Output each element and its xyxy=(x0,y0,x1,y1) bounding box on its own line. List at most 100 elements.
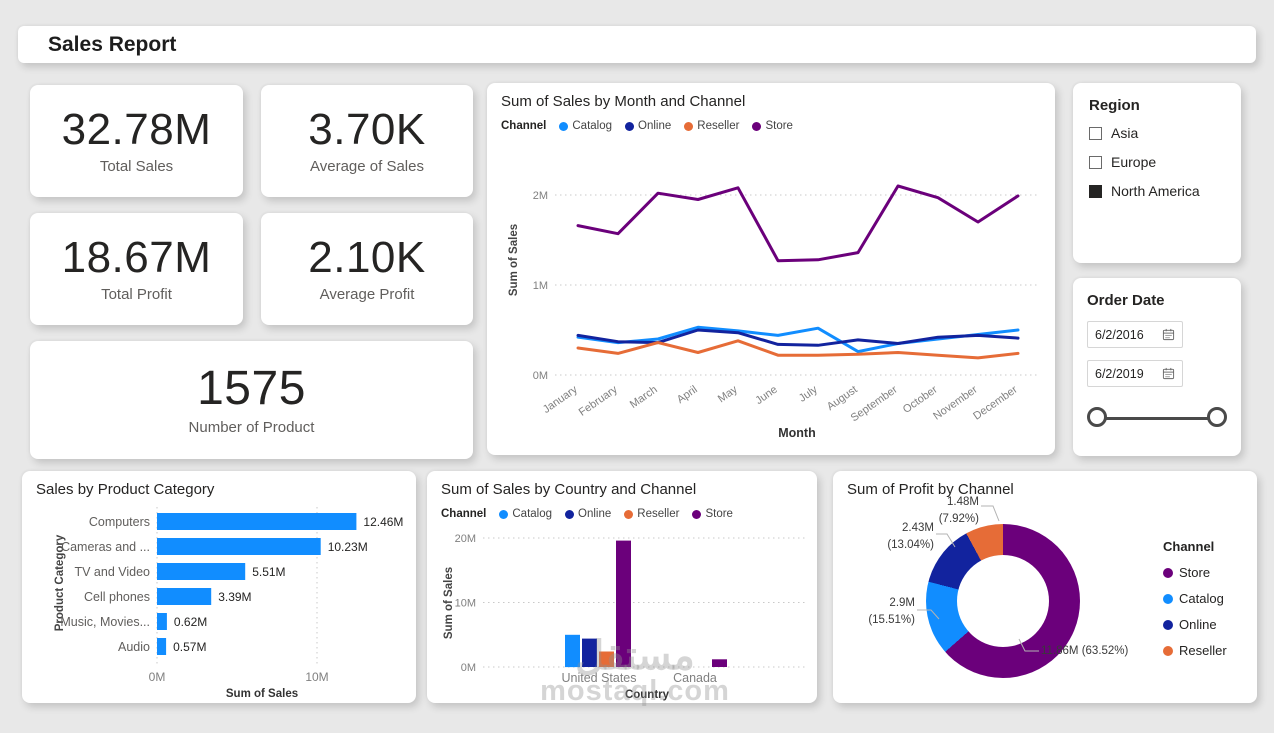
region-option-label: North America xyxy=(1111,183,1200,199)
line-series-store[interactable] xyxy=(576,184,1020,263)
legend-item-catalog[interactable]: Catalog xyxy=(559,120,612,132)
legend-title: Channel xyxy=(441,508,487,520)
kpi-average-profit: 2.10K Average Profit xyxy=(261,213,473,325)
legend-dot xyxy=(684,121,694,131)
bar-cameras-and-[interactable] xyxy=(157,538,321,555)
kpi-average-sales: 3.70K Average of Sales xyxy=(261,85,473,197)
bar-value-label: 10.23M xyxy=(328,540,368,554)
region-slicer-card: Region Asia Europe North America xyxy=(1073,83,1241,263)
region-option-label: Europe xyxy=(1111,154,1157,170)
donut-label-catalog: 2.9M (15.51%) xyxy=(868,597,915,627)
x-tick: April xyxy=(675,384,700,406)
bar-music-movies-[interactable] xyxy=(157,613,167,630)
y-tick: 0M xyxy=(533,370,548,382)
legend-dot xyxy=(752,121,762,131)
legend-item-reseller[interactable]: Reseller xyxy=(684,120,739,132)
legend-item-reseller[interactable]: Reseller xyxy=(1163,643,1227,658)
x-tick: June xyxy=(753,384,779,408)
legend-item-online[interactable]: Online xyxy=(1163,617,1227,632)
region-option-asia[interactable]: Asia xyxy=(1089,125,1225,141)
category-label: Audio xyxy=(118,640,150,654)
x-tick: 0M xyxy=(149,670,166,684)
calendar-icon[interactable] xyxy=(1162,328,1175,341)
chart-title: Sales by Product Category xyxy=(36,481,215,498)
kpi-value: 2.10K xyxy=(308,232,426,282)
start-date-input[interactable]: 6/2/2016 xyxy=(1087,321,1183,348)
end-date-input[interactable]: 6/2/2019 xyxy=(1087,360,1183,387)
bar-chart-plot: 0M 10M Computers 12.46M Cameras and ... 10.23… xyxy=(60,507,403,700)
bar-value-label: 5.51M xyxy=(252,565,285,579)
y-tick: 10M xyxy=(455,598,476,610)
calendar-icon[interactable] xyxy=(1162,367,1175,380)
order-date-slicer-card: Order Date 6/2/2016 6/2/2019 xyxy=(1073,278,1241,456)
legend-item-reseller[interactable]: Reseller xyxy=(624,508,679,520)
y-tick: 0M xyxy=(461,662,476,674)
region-option-north-america[interactable]: North America xyxy=(1089,183,1225,199)
bar-value-label: 3.39M xyxy=(218,590,251,604)
legend-dot xyxy=(692,509,702,519)
report-title-bar: Sales Report xyxy=(18,26,1256,63)
x-category-label: United States xyxy=(561,671,636,685)
bar-chart-card: Sales by Product Category Product Catego… xyxy=(22,471,416,703)
column-canada-store[interactable] xyxy=(712,659,727,667)
kpi-label: Total Profit xyxy=(101,286,172,304)
y-tick: 2M xyxy=(533,190,548,202)
bar-value-label: 0.57M xyxy=(173,640,206,654)
slider-handle-end[interactable] xyxy=(1207,407,1227,427)
y-tick: 20M xyxy=(455,533,476,545)
region-options: Asia Europe North America xyxy=(1089,125,1225,199)
bar-audio[interactable] xyxy=(157,638,167,655)
legend-item-catalog[interactable]: Catalog xyxy=(499,508,552,520)
column-united-states-catalog[interactable] xyxy=(565,634,580,668)
legend-item-store[interactable]: Store xyxy=(752,120,793,132)
category-label: TV and Video xyxy=(74,565,150,579)
kpi-value: 18.67M xyxy=(61,232,212,282)
x-tick: May xyxy=(716,383,740,405)
legend-dot xyxy=(1163,645,1173,656)
bar-cell-phones[interactable] xyxy=(157,588,212,605)
x-tick: December xyxy=(971,383,1020,422)
legend-item-online[interactable]: Online xyxy=(565,508,611,520)
end-date-value: 6/2/2019 xyxy=(1095,366,1144,381)
x-tick: August xyxy=(825,384,860,413)
line-series-reseller[interactable] xyxy=(576,339,1020,360)
donut-chart-legend: Channel Store Catalog Online Reseller xyxy=(1163,539,1227,658)
donut-ring[interactable] xyxy=(926,524,1080,678)
x-axis-title: Month xyxy=(778,426,815,440)
column-united-states-reseller[interactable] xyxy=(599,651,614,668)
checkbox-north-america[interactable] xyxy=(1089,184,1102,198)
date-range-slider[interactable] xyxy=(1087,407,1227,431)
checkbox-europe[interactable] xyxy=(1089,155,1102,169)
region-option-europe[interactable]: Europe xyxy=(1089,154,1225,170)
slider-track[interactable] xyxy=(1097,417,1217,420)
checkbox-asia[interactable] xyxy=(1089,126,1102,140)
x-tick: February xyxy=(577,383,620,418)
column-united-states-online[interactable] xyxy=(582,638,597,667)
bar-tv-and-video[interactable] xyxy=(157,563,246,580)
line-series-online[interactable] xyxy=(576,328,1020,347)
slider-handle-start[interactable] xyxy=(1087,407,1107,427)
chart-title: Sum of Profit by Channel xyxy=(847,481,1014,498)
column-chart-legend: Channel Catalog Online Reseller Store xyxy=(441,508,733,520)
donut-label-store: 11.86M (63.52%) xyxy=(1041,645,1129,657)
bar-value-label: 12.46M xyxy=(363,515,403,529)
column-united-states-store[interactable] xyxy=(616,540,631,667)
region-option-label: Asia xyxy=(1111,125,1139,141)
x-tick: March xyxy=(628,384,660,411)
legend-item-store[interactable]: Store xyxy=(1163,565,1227,580)
donut-label-reseller: 1.48M (7.92%) xyxy=(938,496,979,526)
kpi-label: Total Sales xyxy=(99,158,174,176)
bar-computers[interactable] xyxy=(157,513,357,530)
x-axis-title: Sum of Sales xyxy=(226,688,298,700)
line-series-catalog[interactable] xyxy=(576,325,1020,354)
legend-item-catalog[interactable]: Catalog xyxy=(1163,591,1227,606)
legend-dot xyxy=(1163,567,1173,578)
legend-item-online[interactable]: Online xyxy=(625,120,671,132)
legend-item-store[interactable]: Store xyxy=(692,508,733,520)
kpi-total-profit: 18.67M Total Profit xyxy=(30,213,243,325)
slicer-title: Region xyxy=(1089,97,1140,114)
legend-dot xyxy=(1163,619,1173,630)
kpi-value: 1575 xyxy=(197,361,306,415)
